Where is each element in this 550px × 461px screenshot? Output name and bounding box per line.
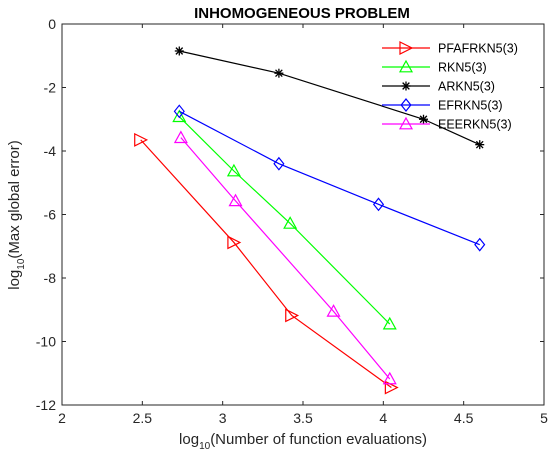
legend-item: RKN5(3) bbox=[382, 59, 487, 75]
data-point bbox=[474, 237, 486, 252]
y-axis-label-prefix: log bbox=[6, 270, 23, 290]
y-tick-label: -12 bbox=[36, 397, 56, 413]
data-point bbox=[173, 130, 188, 144]
data-point bbox=[419, 114, 428, 124]
data-point bbox=[227, 235, 242, 250]
y-axis: 0 -2 -4 -6 -8 -10 -12 bbox=[36, 16, 544, 413]
data-point bbox=[326, 304, 341, 317]
series-ARKN5(3) bbox=[174, 46, 485, 150]
legend-item: EFRKN5(3) bbox=[382, 98, 503, 113]
chart-title: INHOMOGENEOUS PROBLEM bbox=[194, 5, 410, 22]
x-tick-label: 3 bbox=[219, 410, 227, 426]
y-tick-label: -4 bbox=[44, 143, 57, 159]
series-line bbox=[179, 110, 480, 246]
series-layer bbox=[134, 46, 486, 395]
legend: PFAFRKN5(3) RKN5(3) ARKN5(3) EFRKN5(3) EEERK… bbox=[382, 41, 518, 132]
y-tick-label: -10 bbox=[36, 334, 56, 350]
y-tick-label: -6 bbox=[44, 207, 57, 223]
data-point bbox=[382, 316, 397, 330]
series-line bbox=[180, 137, 391, 380]
legend-marker bbox=[399, 41, 414, 55]
legend-item: ARKN5(3) bbox=[382, 80, 495, 94]
data-point bbox=[372, 197, 385, 212]
series-line bbox=[179, 50, 480, 146]
data-point bbox=[273, 156, 285, 171]
x-axis: 2 2.5 3 3.5 4 4.5 5 bbox=[58, 24, 548, 426]
series-EFRKN5(3) bbox=[173, 104, 486, 252]
legend-label: ARKN5(3) bbox=[438, 80, 495, 94]
data-point bbox=[475, 140, 485, 150]
data-point bbox=[285, 308, 300, 323]
y-tick-label: 0 bbox=[48, 16, 56, 32]
x-tick-label: 3.5 bbox=[293, 410, 313, 426]
x-tick-label: 5 bbox=[540, 410, 548, 426]
data-point bbox=[274, 68, 284, 78]
legend-item: PFAFRKN5(3) bbox=[382, 41, 518, 56]
y-tick-label: -8 bbox=[44, 270, 57, 286]
x-axis-label-text: (Number of function evaluations) bbox=[210, 431, 427, 448]
series-line bbox=[140, 139, 392, 389]
series-line bbox=[178, 116, 391, 325]
x-tick-label: 4 bbox=[379, 410, 387, 426]
x-tick-label: 4.5 bbox=[454, 410, 474, 426]
data-point bbox=[172, 109, 187, 123]
data-point bbox=[134, 132, 149, 147]
data-point bbox=[283, 216, 298, 229]
x-axis-label-subscript: 10 bbox=[199, 441, 211, 452]
data-point bbox=[173, 104, 185, 119]
data-point bbox=[226, 163, 241, 177]
x-tick-label: 2 bbox=[58, 410, 66, 426]
data-point bbox=[382, 371, 397, 385]
legend-marker bbox=[398, 116, 414, 130]
series-PFAFRKN5(3) bbox=[134, 132, 399, 395]
legend-label: RKN5(3) bbox=[438, 61, 487, 75]
legend-label: EFRKN5(3) bbox=[438, 99, 503, 113]
series-RKN5(3) bbox=[172, 109, 397, 330]
legend-marker bbox=[401, 81, 411, 91]
data-point bbox=[174, 46, 184, 56]
legend-label: EEERKN5(3) bbox=[438, 118, 512, 132]
data-point bbox=[228, 193, 243, 207]
x-tick-label: 2.5 bbox=[133, 410, 153, 426]
y-axis-label-text: (Max global error) bbox=[6, 140, 23, 258]
y-axis-label-subscript: 10 bbox=[16, 258, 27, 270]
data-point bbox=[384, 380, 399, 395]
x-axis-label-prefix: log bbox=[179, 431, 199, 448]
legend-label: PFAFRKN5(3) bbox=[438, 42, 518, 56]
legend-item: EEERKN5(3) bbox=[382, 116, 512, 132]
y-tick-label: -2 bbox=[44, 80, 57, 96]
x-axis-label: log10(Number of function evaluations) bbox=[179, 431, 427, 452]
y-axis-label: log10(Max global error) bbox=[6, 140, 27, 290]
series-EEERKN5(3) bbox=[173, 130, 397, 385]
plot-area bbox=[61, 23, 545, 406]
legend-marker bbox=[398, 59, 414, 73]
legend-marker bbox=[400, 98, 412, 112]
